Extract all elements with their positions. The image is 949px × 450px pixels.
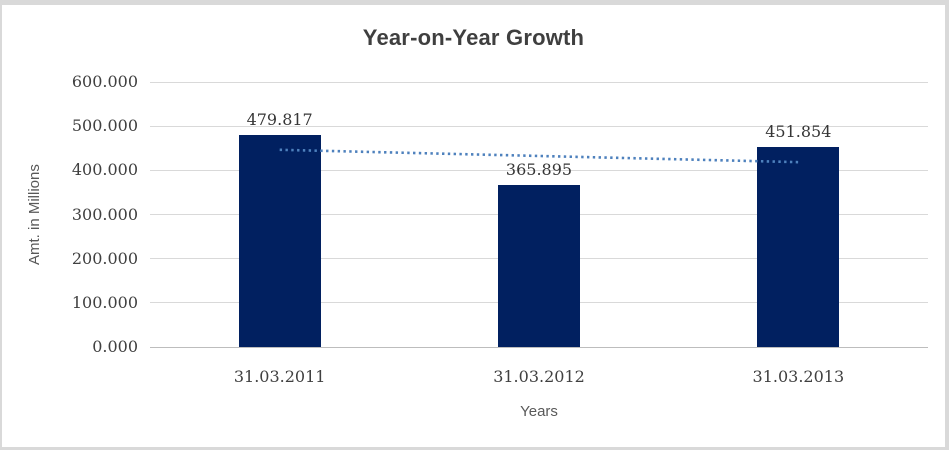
gridline <box>150 81 928 83</box>
x-tick-label: 31.03.2011 <box>233 367 326 386</box>
y-tick-label: 400.000 <box>71 160 138 180</box>
data-label: 451.854 <box>765 122 832 142</box>
trendline <box>279 148 799 164</box>
data-label: 479.817 <box>246 110 313 130</box>
y-tick-label: 0.000 <box>92 337 138 356</box>
y-tick-label: 300.000 <box>71 204 138 224</box>
bar-31.03.2012 <box>498 185 580 347</box>
y-tick-label: 500.000 <box>71 116 138 136</box>
plot-area: 479.817 365.895 451.854 <box>150 81 928 348</box>
gridline <box>150 169 928 171</box>
x-tick-label: 31.03.2013 <box>752 367 845 386</box>
data-label: 365.895 <box>505 160 573 180</box>
y-tick-label: 200.000 <box>71 248 138 268</box>
x-tick-label: 31.03.2012 <box>493 367 585 386</box>
chart-title: Year-on-Year Growth <box>362 25 585 50</box>
bar-31.03.2013 <box>757 147 840 347</box>
y-tick-label: 100.000 <box>71 292 138 312</box>
bar-31.03.2011 <box>238 135 321 347</box>
gridline <box>150 125 928 127</box>
x-axis-line <box>150 346 928 348</box>
x-axis-title: Years <box>520 403 558 420</box>
y-tick-label: 600.000 <box>71 72 138 91</box>
